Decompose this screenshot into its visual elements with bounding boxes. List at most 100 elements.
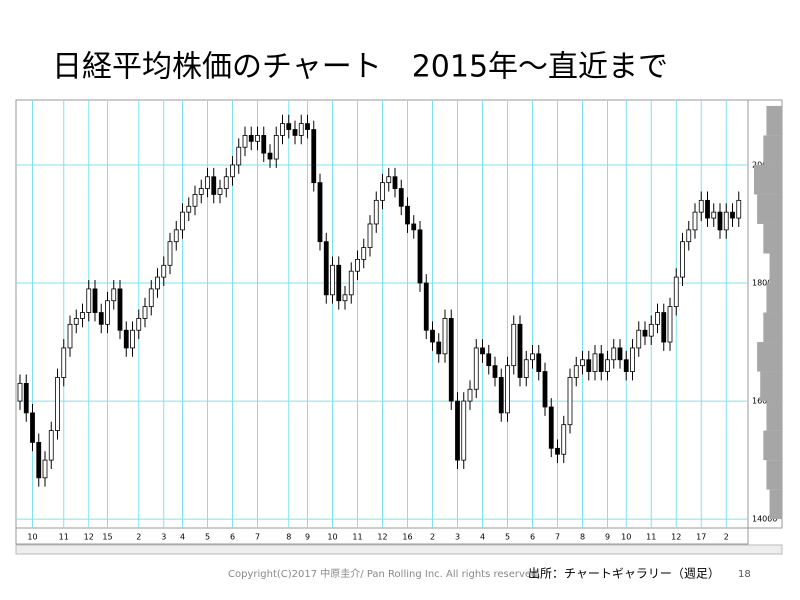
- x-tick-label: 10: [327, 533, 337, 542]
- candle-body: [130, 329, 135, 349]
- x-tick-label: 7: [555, 533, 560, 542]
- candle-body: [155, 276, 160, 290]
- x-tick-label: 12: [377, 533, 387, 542]
- slide-title: 日経平均株価のチャート 2015年～直近まで: [52, 50, 668, 85]
- candle-body: [667, 306, 673, 343]
- x-tick-label: 4: [480, 533, 485, 542]
- candle-body: [317, 182, 323, 243]
- x-tick-label: 5: [505, 533, 510, 542]
- candle-body: [105, 300, 110, 325]
- candle-body: [448, 318, 454, 402]
- x-tick-label: 11: [646, 533, 656, 542]
- copyright: Copyright(C)2017 中原圭介/ Pan Rolling Inc. …: [228, 567, 541, 580]
- candle-body: [461, 400, 467, 461]
- candle-body: [492, 365, 498, 378]
- x-tick-label: 12: [671, 533, 681, 542]
- candle-body: [730, 211, 735, 219]
- candle-body: [636, 329, 642, 349]
- candle-body: [561, 424, 567, 455]
- candle-body: [736, 199, 742, 219]
- volume-profile-bar: [763, 223, 782, 254]
- candle-body: [417, 229, 423, 284]
- x-tick-label: 12: [84, 533, 94, 542]
- candle-body: [711, 211, 717, 219]
- candle-body: [167, 241, 173, 266]
- candle-body: [705, 199, 710, 219]
- x-tick-label: 16: [402, 533, 412, 542]
- candle-body: [586, 359, 592, 372]
- candle-body: [530, 353, 535, 361]
- x-tick-label: 7: [255, 533, 260, 542]
- candle-body: [67, 323, 73, 349]
- candle-body: [323, 241, 329, 296]
- candle-body: [180, 211, 185, 231]
- candle-body: [423, 282, 429, 331]
- x-tick-label: 5: [205, 533, 210, 542]
- y-tick-label: 14000: [752, 515, 777, 524]
- candle-body: [605, 359, 610, 372]
- candle-body: [455, 400, 460, 461]
- candle-body: [686, 229, 692, 243]
- candle-body: [598, 353, 604, 372]
- x-tick-label: 8: [580, 533, 585, 542]
- candle-body: [542, 371, 548, 408]
- candle-body: [573, 365, 579, 378]
- candle-body: [692, 211, 698, 231]
- x-tick-label: 2: [724, 533, 729, 542]
- candle-body: [292, 129, 298, 136]
- x-tick-label: 9: [605, 533, 610, 542]
- candle-body: [142, 306, 148, 319]
- candle-body: [123, 329, 129, 349]
- candle-body: [186, 205, 192, 213]
- candle-body: [567, 377, 573, 426]
- candle-body: [261, 135, 267, 154]
- candle-body: [211, 176, 217, 195]
- candle-body: [92, 288, 98, 313]
- candle-body: [242, 135, 248, 148]
- x-tick-label: 2: [136, 533, 141, 542]
- candle-body: [380, 182, 385, 201]
- candle-body: [111, 288, 117, 302]
- candle-body: [467, 388, 473, 402]
- candle-body: [548, 406, 554, 449]
- candle-body: [536, 353, 542, 372]
- candle-body: [655, 312, 660, 325]
- candle-body: [411, 223, 417, 231]
- candle-body: [86, 288, 92, 313]
- candle-body: [267, 152, 273, 160]
- x-tick-label: 15: [102, 533, 112, 542]
- x-tick-label: 6: [530, 533, 535, 542]
- candle-body: [473, 347, 479, 390]
- x-tick-label: 11: [59, 533, 69, 542]
- candle-body: [148, 288, 154, 308]
- volume-profile-bar: [754, 164, 782, 195]
- candle-body: [661, 312, 667, 343]
- candle-body: [36, 441, 42, 479]
- candle-body: [342, 294, 348, 302]
- candle-body: [398, 188, 404, 207]
- candle-body: [361, 247, 367, 260]
- candle-body: [355, 258, 360, 272]
- candle-body: [161, 264, 167, 278]
- x-tick-label: 8: [286, 533, 291, 542]
- candle-body: [330, 264, 335, 296]
- candle-body: [230, 164, 235, 178]
- candle-body: [273, 135, 279, 160]
- candle-body: [392, 176, 398, 189]
- candle-body: [642, 329, 648, 337]
- candle-body: [280, 123, 285, 136]
- candle-body: [630, 347, 635, 372]
- candle-body: [617, 347, 623, 361]
- candle-body: [698, 199, 704, 213]
- candle-body: [498, 377, 504, 414]
- volume-profile-bar: [760, 371, 782, 402]
- candle-body: [648, 323, 654, 337]
- volume-profile-bar: [766, 283, 782, 313]
- candle-body: [117, 288, 123, 331]
- volume-profile-bar: [763, 430, 782, 461]
- candle-body: [42, 459, 48, 479]
- candle-body: [723, 211, 729, 231]
- volume-profile-bar: [769, 489, 782, 520]
- candle-body: [592, 353, 598, 372]
- x-tick-label: 3: [161, 533, 166, 542]
